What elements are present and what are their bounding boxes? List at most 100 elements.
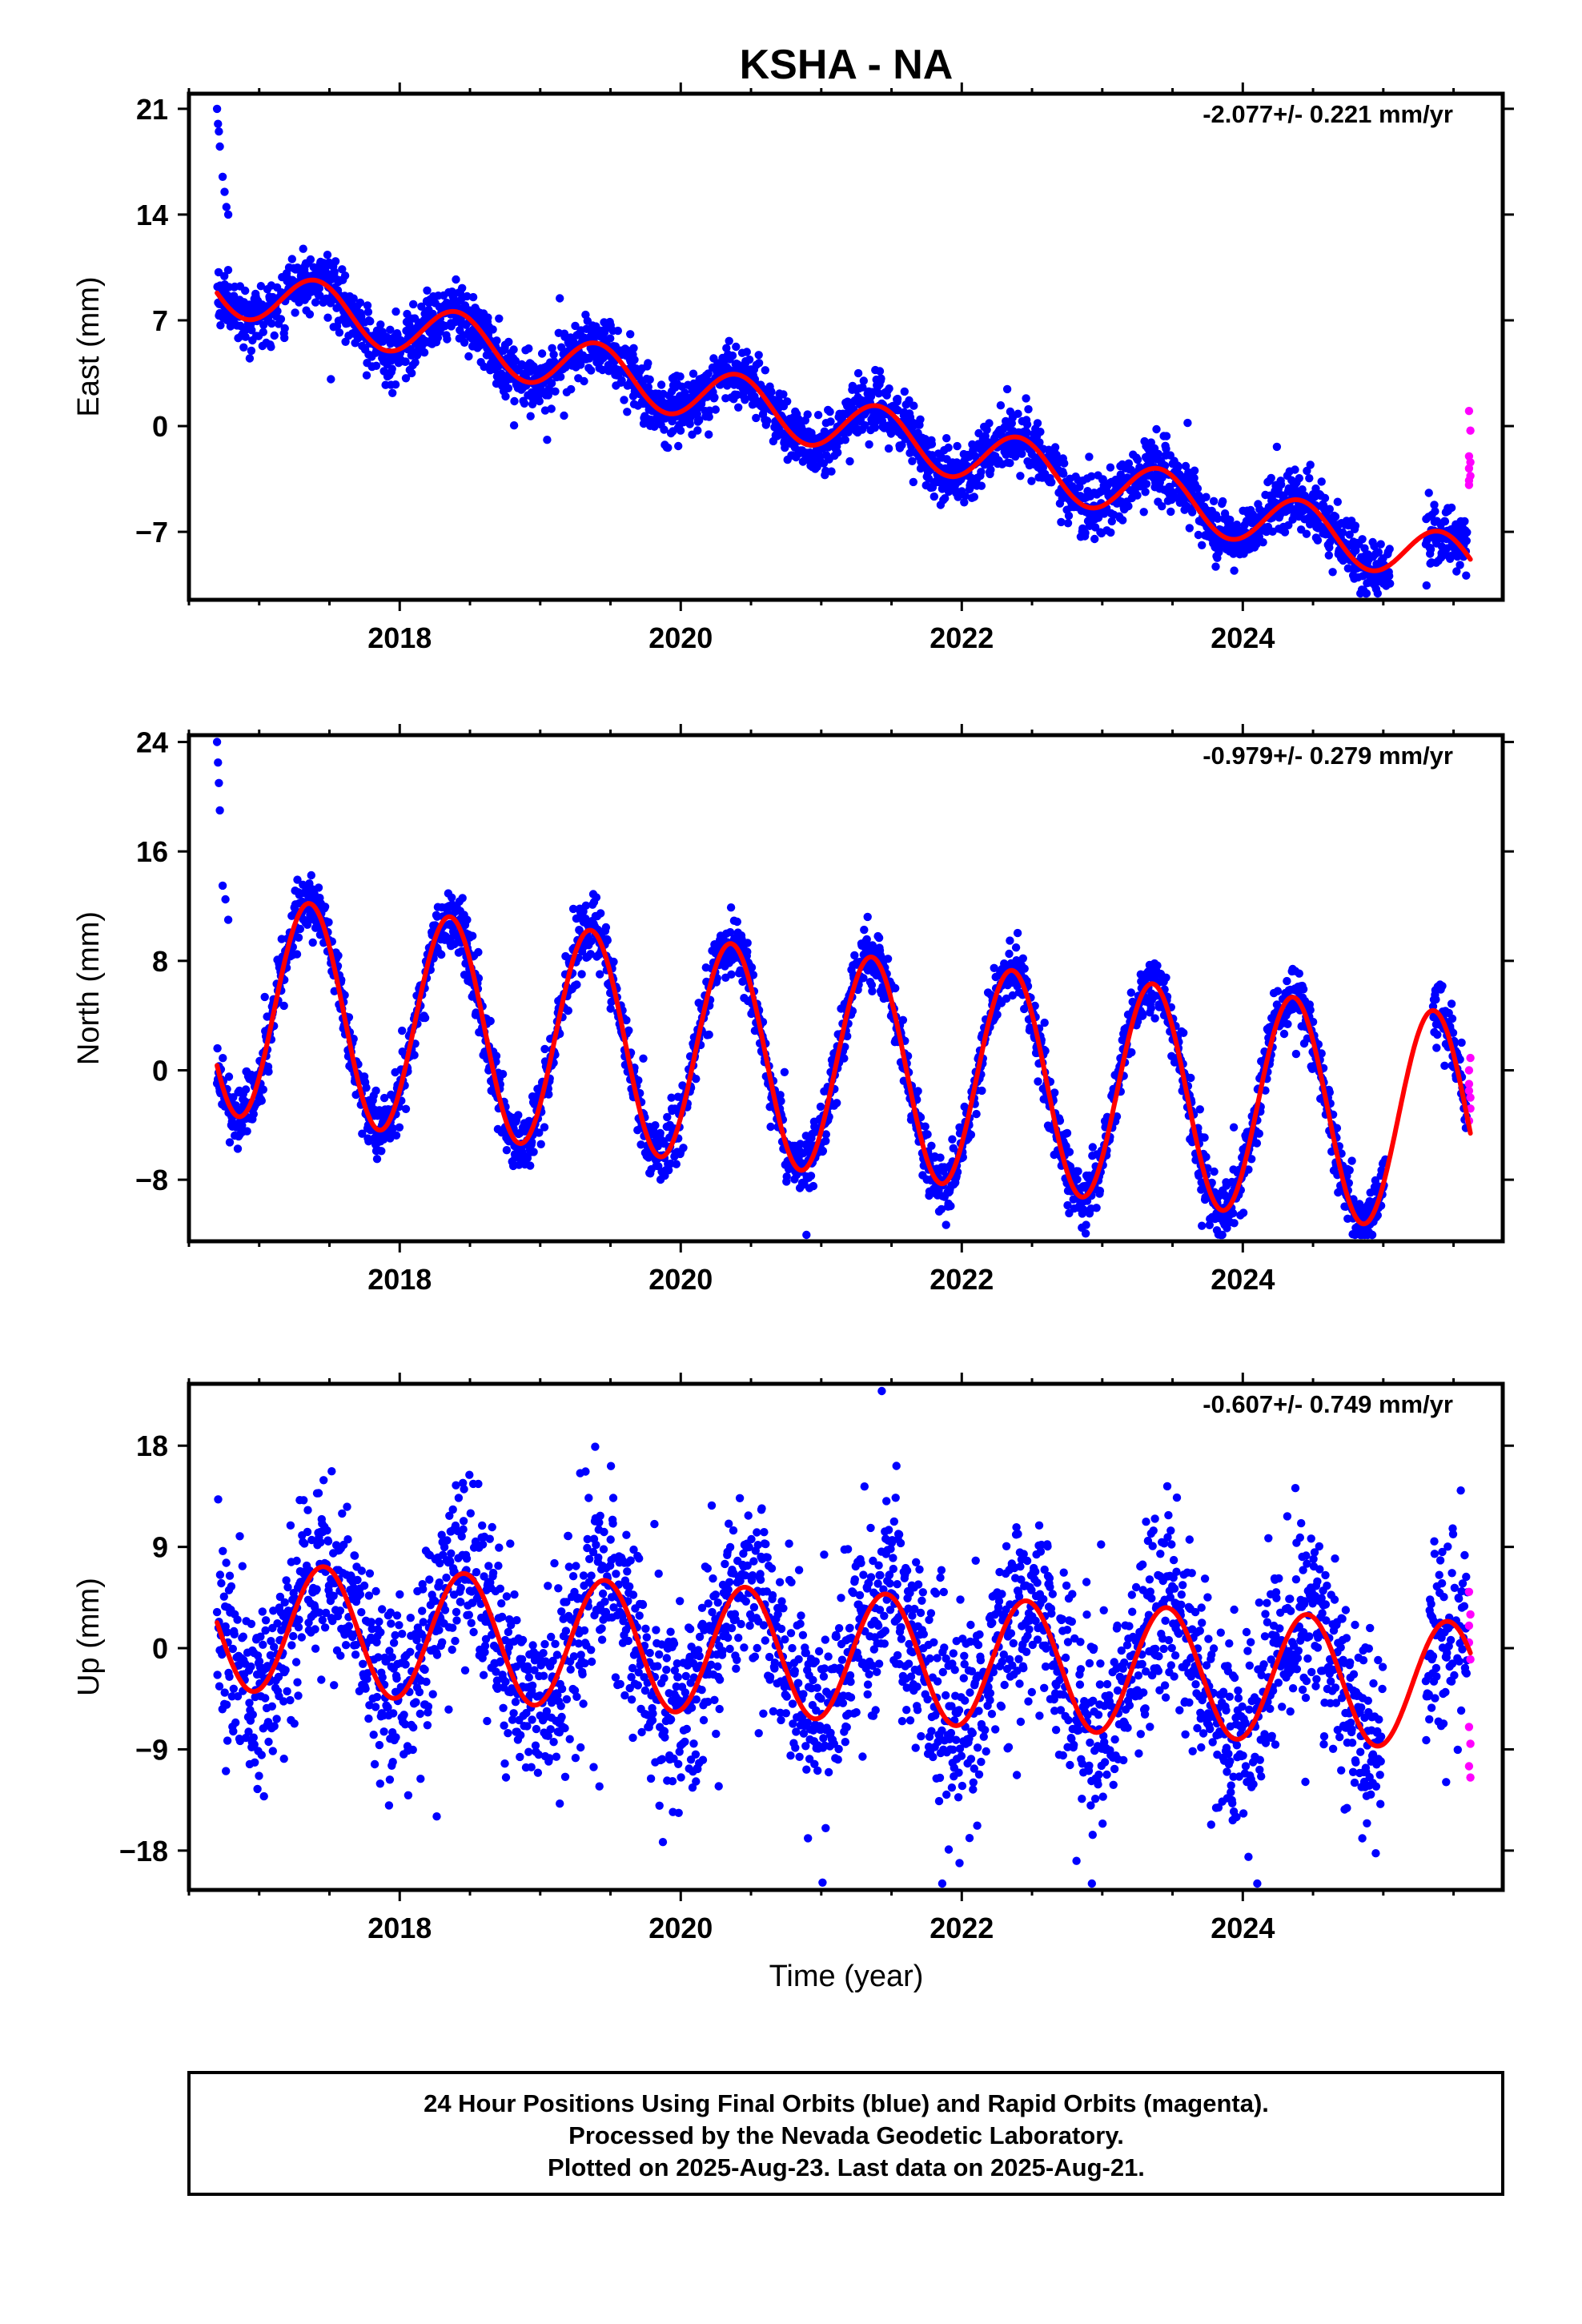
final-orbit-point bbox=[245, 354, 255, 363]
final-orbit-point bbox=[1325, 505, 1335, 513]
final-orbit-point bbox=[672, 1160, 681, 1168]
final-orbit-point bbox=[1062, 1128, 1072, 1138]
final-orbit-point bbox=[1094, 513, 1103, 522]
final-orbit-point bbox=[1452, 567, 1461, 576]
final-orbit-point bbox=[293, 875, 302, 884]
final-orbit-point bbox=[540, 1044, 549, 1054]
final-orbit-point bbox=[273, 307, 282, 316]
final-orbit-point bbox=[868, 388, 877, 396]
east-x-tick-label: 2020 bbox=[648, 621, 713, 654]
final-orbit-point bbox=[239, 343, 248, 352]
final-orbit-point bbox=[667, 1093, 676, 1102]
final-orbit-point bbox=[1059, 469, 1068, 478]
final-orbit-point bbox=[259, 328, 267, 336]
final-orbit-point bbox=[492, 336, 501, 345]
final-orbit-point bbox=[660, 425, 669, 434]
final-orbit-point bbox=[1022, 428, 1031, 437]
east-x-tick-label: 2024 bbox=[1211, 621, 1275, 654]
final-orbit-point bbox=[927, 1141, 936, 1151]
final-orbit-point bbox=[212, 104, 222, 114]
final-orbit-point bbox=[1033, 419, 1042, 428]
final-orbit-point bbox=[754, 359, 764, 368]
final-orbit-point bbox=[571, 321, 580, 331]
final-orbit-point bbox=[1317, 477, 1326, 486]
final-orbit-point bbox=[1298, 485, 1307, 494]
final-orbit-point bbox=[219, 1054, 227, 1063]
final-orbit-point bbox=[763, 416, 772, 425]
final-orbit-point bbox=[492, 1051, 501, 1060]
final-orbit-point bbox=[761, 366, 769, 375]
final-orbit-point bbox=[420, 348, 429, 357]
final-orbit-point bbox=[981, 432, 990, 440]
final-orbit-point bbox=[1280, 528, 1290, 537]
final-orbit-point bbox=[689, 369, 698, 378]
final-orbit-point bbox=[745, 355, 754, 364]
final-orbit-point bbox=[813, 411, 823, 420]
final-orbit-point bbox=[886, 429, 896, 438]
final-orbit-point bbox=[279, 1001, 288, 1011]
final-orbit-point bbox=[908, 456, 917, 465]
final-orbit-point bbox=[1018, 449, 1026, 458]
final-orbit-point bbox=[225, 1138, 235, 1147]
final-orbit-point bbox=[875, 367, 885, 376]
final-orbit-point bbox=[323, 251, 332, 259]
final-orbit-point bbox=[725, 336, 733, 345]
final-orbit-point bbox=[463, 292, 472, 301]
east-y-tick-label: 7 bbox=[152, 304, 168, 337]
final-orbit-point bbox=[391, 380, 400, 389]
final-orbit-point bbox=[1154, 449, 1163, 459]
final-orbit-point bbox=[863, 912, 872, 922]
east-x-tick-label: 2022 bbox=[930, 621, 994, 654]
final-orbit-point bbox=[417, 302, 426, 311]
final-orbit-point bbox=[536, 1140, 545, 1149]
final-orbit-point bbox=[223, 210, 233, 219]
final-orbit-point bbox=[1305, 474, 1314, 483]
final-orbit-point bbox=[256, 282, 266, 291]
final-orbit-point bbox=[526, 1161, 535, 1170]
final-orbit-point bbox=[780, 1068, 789, 1077]
final-orbit-point bbox=[247, 346, 256, 356]
final-orbit-point bbox=[833, 1099, 841, 1108]
final-orbit-point bbox=[617, 376, 626, 385]
final-orbit-point bbox=[1081, 529, 1090, 537]
final-orbit-point bbox=[311, 298, 320, 307]
final-orbit-point bbox=[916, 464, 926, 473]
final-orbit-point bbox=[676, 426, 685, 435]
final-orbit-point bbox=[358, 1129, 367, 1138]
final-orbit-point bbox=[905, 396, 913, 405]
final-orbit-point bbox=[1351, 546, 1360, 555]
east-y-axis-title: East (mm) bbox=[72, 276, 106, 416]
final-orbit-point bbox=[544, 391, 552, 400]
final-orbit-point bbox=[620, 396, 628, 404]
final-orbit-point bbox=[982, 425, 991, 434]
final-orbit-point bbox=[1446, 552, 1456, 561]
final-orbit-point bbox=[458, 894, 467, 903]
final-orbit-point bbox=[1430, 501, 1439, 509]
final-orbit-point bbox=[379, 1093, 389, 1103]
final-orbit-point bbox=[1385, 572, 1394, 581]
final-orbit-point bbox=[884, 444, 893, 453]
final-orbit-point bbox=[930, 492, 939, 501]
final-orbit-point bbox=[1209, 497, 1219, 505]
final-orbit-point bbox=[1036, 428, 1045, 436]
final-orbit-point bbox=[767, 388, 776, 396]
final-orbit-point bbox=[510, 396, 519, 406]
final-orbit-point bbox=[280, 324, 289, 333]
final-orbit-point bbox=[986, 465, 995, 474]
final-orbit-point bbox=[1456, 561, 1464, 569]
final-orbit-point bbox=[1074, 1167, 1082, 1176]
final-orbit-point bbox=[420, 1013, 430, 1023]
final-orbit-point bbox=[305, 310, 315, 319]
final-orbit-point bbox=[634, 1076, 643, 1085]
final-orbit-point bbox=[334, 951, 343, 960]
final-orbit-point bbox=[1202, 493, 1211, 501]
final-orbit-point bbox=[488, 325, 497, 334]
final-orbit-point bbox=[1047, 478, 1056, 487]
final-orbit-point bbox=[613, 326, 622, 336]
final-orbit-point bbox=[644, 359, 652, 368]
final-orbit-point bbox=[1374, 548, 1383, 557]
final-orbit-point bbox=[1426, 545, 1435, 554]
final-orbit-point bbox=[977, 481, 986, 490]
